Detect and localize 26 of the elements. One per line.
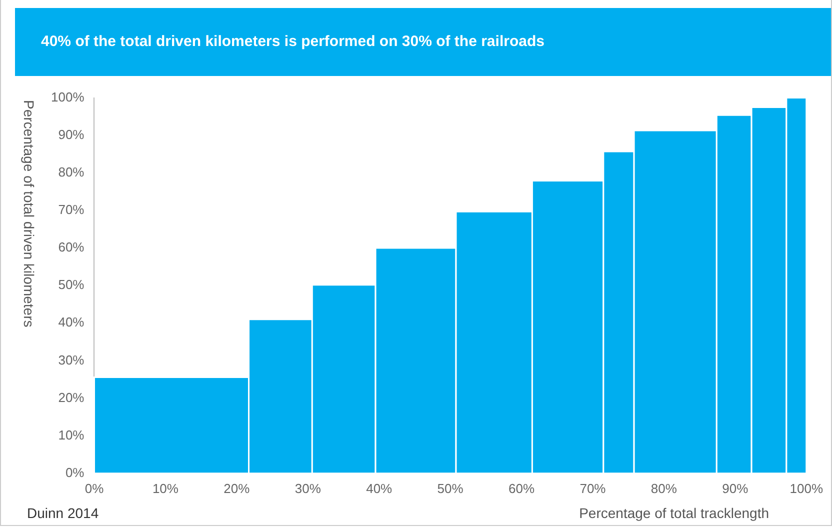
y-tick-label: 60% bbox=[58, 240, 85, 255]
x-tick-label: 30% bbox=[294, 480, 322, 496]
y-tick-label: 50% bbox=[58, 277, 85, 292]
x-tick-label: 100% bbox=[790, 480, 824, 496]
y-tick-label: 20% bbox=[58, 390, 85, 405]
y-tick-label: 30% bbox=[58, 352, 85, 368]
y-tick-label: 10% bbox=[58, 427, 85, 442]
x-tick-label: 90% bbox=[722, 480, 749, 496]
x-tick-label: 80% bbox=[650, 480, 678, 496]
y-tick-label: 70% bbox=[58, 202, 85, 218]
x-axis-title: Percentage of total tracklength bbox=[579, 505, 769, 521]
y-tick-label: 80% bbox=[58, 164, 85, 180]
text: Duinn 2014 bbox=[27, 505, 99, 521]
x-tick-label: 0% bbox=[84, 480, 104, 496]
x-tick-label: 40% bbox=[366, 480, 393, 496]
y-axis-title: Percentage of total driven kilometers bbox=[21, 100, 37, 328]
x-tick-label: 10% bbox=[152, 480, 179, 496]
y-tick-label: 0% bbox=[65, 464, 85, 480]
y-tick-label: 40% bbox=[58, 314, 85, 330]
chart-title: 40% of the total driven kilometers is performed on 30% of the railroads bbox=[15, 8, 831, 76]
y-tick-label: 90% bbox=[58, 126, 85, 142]
y-tick-label: 100% bbox=[51, 89, 85, 104]
x-tick-label: 70% bbox=[580, 480, 606, 496]
x-tick-label: 50% bbox=[437, 480, 464, 496]
x-tick-label: 60% bbox=[508, 480, 535, 496]
x-tick-label: 20% bbox=[224, 480, 250, 496]
